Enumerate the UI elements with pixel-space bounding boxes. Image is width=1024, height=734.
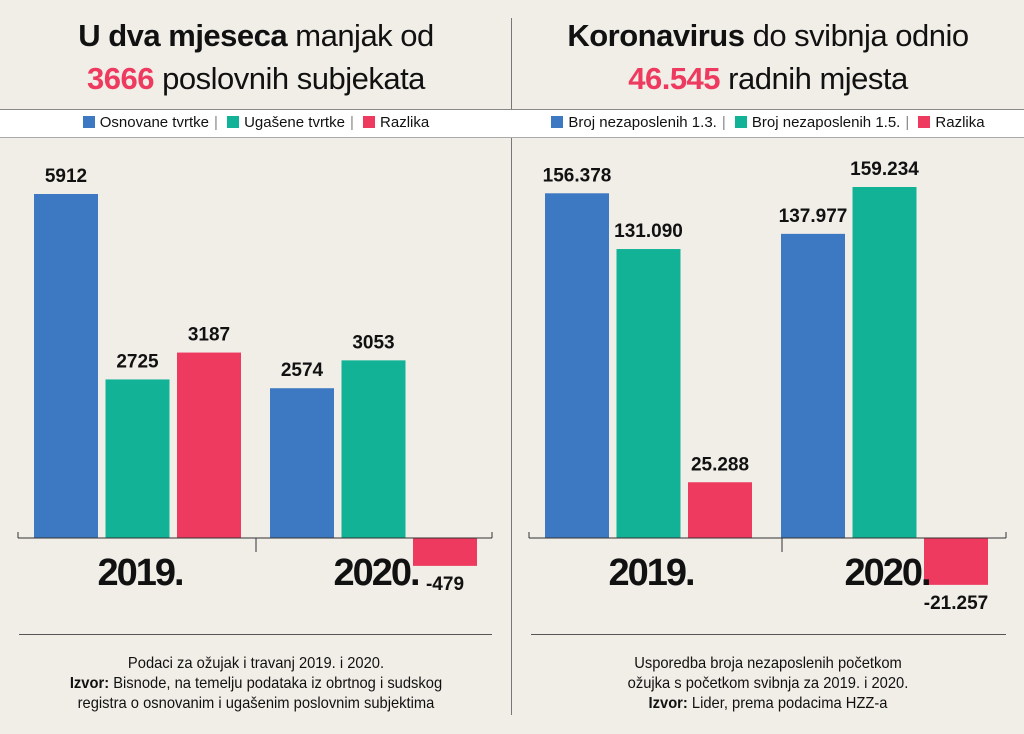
legend-swatch-red — [918, 116, 931, 128]
data-label: 2725 — [116, 351, 159, 372]
data-label: 2574 — [281, 360, 324, 381]
left-title: U dva mjeseca manjak od 3666 poslovnih s… — [0, 14, 512, 100]
data-label: -21.257 — [924, 593, 988, 614]
data-label: 131.090 — [614, 221, 683, 242]
left-footer-note: Podaci za ožujak i travanj 2019. i 2020. — [127, 655, 385, 672]
bar-1-1-0 — [616, 249, 681, 538]
bar-charts: 5912 2574 2725 3053 3187 -479 2019. 2020. 156.37… — [17, 159, 1007, 614]
right-title-bold: Koronavirus — [567, 18, 745, 53]
data-label: 5912 — [45, 166, 87, 187]
left-title-rest: manjak od — [287, 18, 434, 53]
data-label: 156.378 — [543, 165, 612, 186]
legend-swatch-blue — [82, 116, 95, 128]
right-source-text: Lider, prema podacima HZZ-a — [687, 695, 888, 712]
panel-divider — [511, 18, 512, 715]
legend-item: Broj nezaposlenih 1.5. — [751, 114, 901, 131]
right-title-highlight: 46.545 — [628, 61, 721, 96]
left-source-label: Izvor: — [69, 675, 110, 692]
right-footer-rule — [531, 634, 1006, 635]
legend-item: Ugašene tvrtke — [244, 114, 345, 131]
bar-0-1-1 — [341, 360, 406, 538]
legend-strip — [0, 109, 1024, 138]
data-label: 3053 — [352, 332, 394, 353]
right-title: Koronavirus do svibnja odnio 46.545 radn… — [512, 14, 1024, 100]
legend-item: Broj nezaposlenih 1.3. — [568, 114, 717, 131]
data-label: 159.234 — [850, 159, 919, 180]
bar-0-2-0 — [177, 352, 241, 538]
left-title-rest2: poslovnih subjekata — [154, 61, 425, 96]
data-label: 3187 — [188, 325, 230, 346]
bar-1-0-1 — [781, 233, 845, 538]
right-title-rest: do svibnja odnio — [744, 18, 970, 53]
bar-0-2-1 — [413, 538, 477, 566]
bar-1-2-0 — [688, 482, 752, 538]
left-footer: Podaci za ožujak i travanj 2019. i 2020.… — [20, 654, 491, 714]
data-label: -479 — [426, 574, 464, 595]
right-source-label: Izvor: — [648, 695, 688, 712]
right-title-rest2: radnih mjesta — [720, 61, 908, 96]
right-footer: Usporedba broja nezaposlenih početkom ož… — [532, 654, 1003, 714]
data-label: 137.977 — [779, 206, 848, 227]
legend-swatch-blue — [551, 116, 564, 128]
category-label: 2019. — [97, 552, 182, 594]
right-legend: Broj nezaposlenih 1.3. | Broj nezaposleni… — [512, 113, 1024, 133]
left-source-text: Bisnode, na temelju podataka iz obrtnog … — [77, 675, 443, 712]
category-label: 2020. — [844, 552, 929, 594]
bar-0-0-0 — [34, 194, 98, 538]
data-label: 25.288 — [691, 454, 749, 475]
left-title-highlight: 3666 — [87, 61, 155, 96]
left-footer-rule — [19, 634, 492, 635]
legend-item: Razlika — [380, 114, 430, 131]
legend-swatch-green — [734, 116, 747, 128]
bar-0-1-0 — [105, 379, 170, 538]
category-label: 2020. — [333, 552, 418, 594]
left-legend: Osnovane tvrtke | Ugašene tvrtke | Razlika — [0, 113, 512, 133]
legend-swatch-green — [227, 116, 240, 128]
bar-1-0-0 — [545, 193, 609, 539]
bar-1-1-1 — [852, 187, 917, 538]
left-title-bold: U dva mjeseca — [78, 18, 288, 53]
bar-0-0-1 — [270, 388, 334, 538]
right-footer-note: Usporedba broja nezaposlenih početkom ož… — [627, 655, 909, 692]
legend-item: Osnovane tvrtke — [99, 114, 209, 131]
bar-1-2-1 — [924, 538, 988, 585]
legend-swatch-red — [363, 116, 376, 128]
category-label: 2019. — [608, 552, 693, 594]
legend-item: Razlika — [935, 114, 985, 131]
